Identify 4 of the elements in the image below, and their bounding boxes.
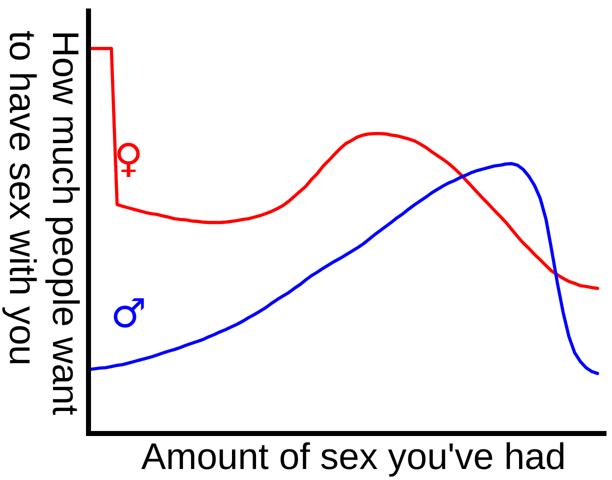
series-label: ♀ <box>114 136 144 182</box>
y-axis-title: How much people want to have sex with you <box>2 30 86 416</box>
x-axis-title: Amount of sex you've had <box>141 436 566 477</box>
series-label: ♂ <box>110 291 146 338</box>
